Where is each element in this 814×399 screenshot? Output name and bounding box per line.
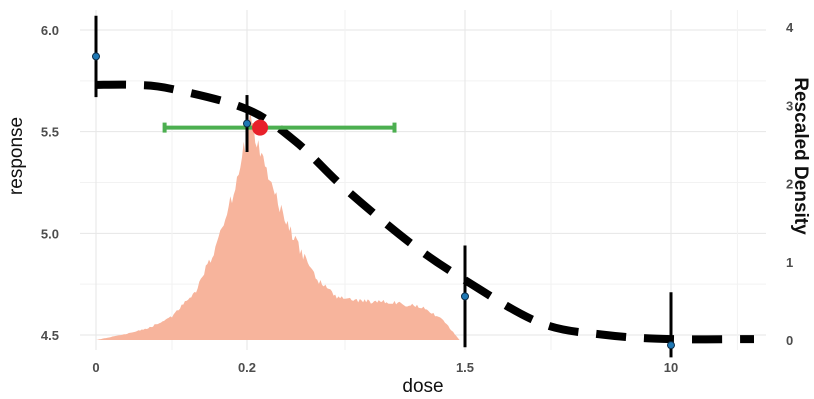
x-tick-label: 1.5 bbox=[456, 360, 474, 375]
x-tick-label: 10 bbox=[664, 360, 678, 375]
observed-point bbox=[667, 341, 675, 350]
fitted-curve bbox=[95, 80, 755, 344]
observed-points bbox=[92, 15, 675, 358]
observed-point bbox=[461, 292, 469, 301]
y2-tick-label: 0 bbox=[786, 333, 793, 348]
estimate-point bbox=[252, 119, 269, 136]
y2-tick-label: 2 bbox=[786, 177, 793, 192]
axes: 4.5 5.0 5.5 6.0 0 1 2 3 4 0 0.2 1.5 10 bbox=[41, 20, 794, 375]
x-axis-title: dose bbox=[402, 376, 443, 394]
y-tick-label: 4.5 bbox=[41, 328, 59, 343]
observed-point bbox=[243, 119, 251, 128]
y2-tick-label: 1 bbox=[786, 255, 793, 270]
y-axis-title: response bbox=[6, 117, 27, 195]
y-tick-label: 5.0 bbox=[41, 226, 59, 241]
fitted-curve-line bbox=[95, 80, 755, 344]
point-estimate bbox=[252, 119, 269, 136]
grid bbox=[80, 10, 766, 350]
y-tick-label: 5.5 bbox=[41, 125, 59, 140]
y-tick-label: 6.0 bbox=[41, 23, 59, 38]
density-area bbox=[96, 111, 460, 340]
y2-tick-label: 4 bbox=[786, 20, 794, 35]
observed-point bbox=[92, 52, 100, 61]
y2-tick-label: 3 bbox=[786, 98, 793, 113]
density-histogram bbox=[96, 111, 460, 340]
x-tick-label: 0.2 bbox=[238, 360, 256, 375]
confidence-interval bbox=[162, 122, 397, 133]
x-tick-label: 0 bbox=[92, 360, 99, 375]
y2-axis-title: Rescaled Density bbox=[790, 77, 811, 235]
